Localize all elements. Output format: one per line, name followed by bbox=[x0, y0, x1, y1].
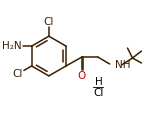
Text: Cl: Cl bbox=[93, 88, 104, 98]
Text: Cl: Cl bbox=[13, 69, 23, 79]
Text: H₂N: H₂N bbox=[2, 41, 22, 51]
Text: Cl: Cl bbox=[44, 17, 54, 27]
Text: NH: NH bbox=[115, 60, 130, 70]
Text: O: O bbox=[78, 71, 86, 81]
Text: H: H bbox=[95, 77, 102, 87]
